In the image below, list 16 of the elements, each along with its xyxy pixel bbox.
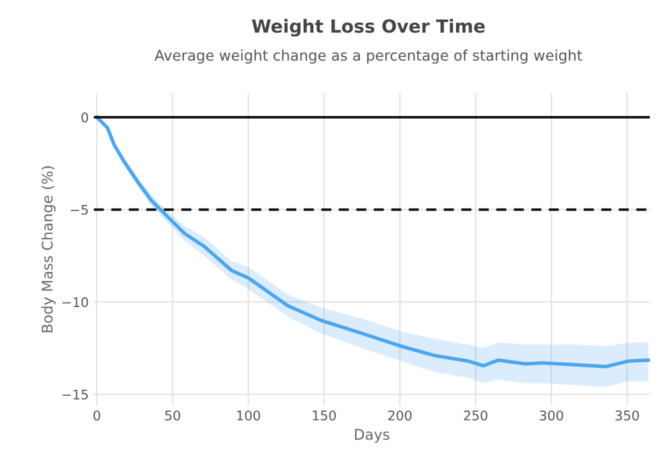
y-tick-label: −5 bbox=[70, 204, 88, 215]
x-tick-label: 100 bbox=[237, 410, 260, 420]
chart-title: Weight Loss Over Time bbox=[252, 18, 485, 37]
y-tick-label: 0 bbox=[81, 112, 88, 122]
x-tick-label: 200 bbox=[388, 410, 412, 420]
chart-subtitle: Average weight change as a percentage of starting weight bbox=[154, 50, 582, 64]
x-tick-label: 350 bbox=[616, 410, 639, 420]
y-tick-label: −15 bbox=[62, 390, 88, 400]
x-tick-label: 0 bbox=[94, 410, 100, 420]
x-tick-label: 150 bbox=[312, 410, 336, 420]
x-tick-label: 300 bbox=[540, 410, 564, 420]
x-tick-label: 250 bbox=[464, 410, 488, 420]
y-axis-title: Body Mass Change (%) bbox=[41, 166, 56, 332]
x-tick-label: 50 bbox=[165, 410, 180, 420]
y-tick-label: −10 bbox=[62, 297, 88, 308]
x-axis-title: Days bbox=[355, 429, 390, 443]
